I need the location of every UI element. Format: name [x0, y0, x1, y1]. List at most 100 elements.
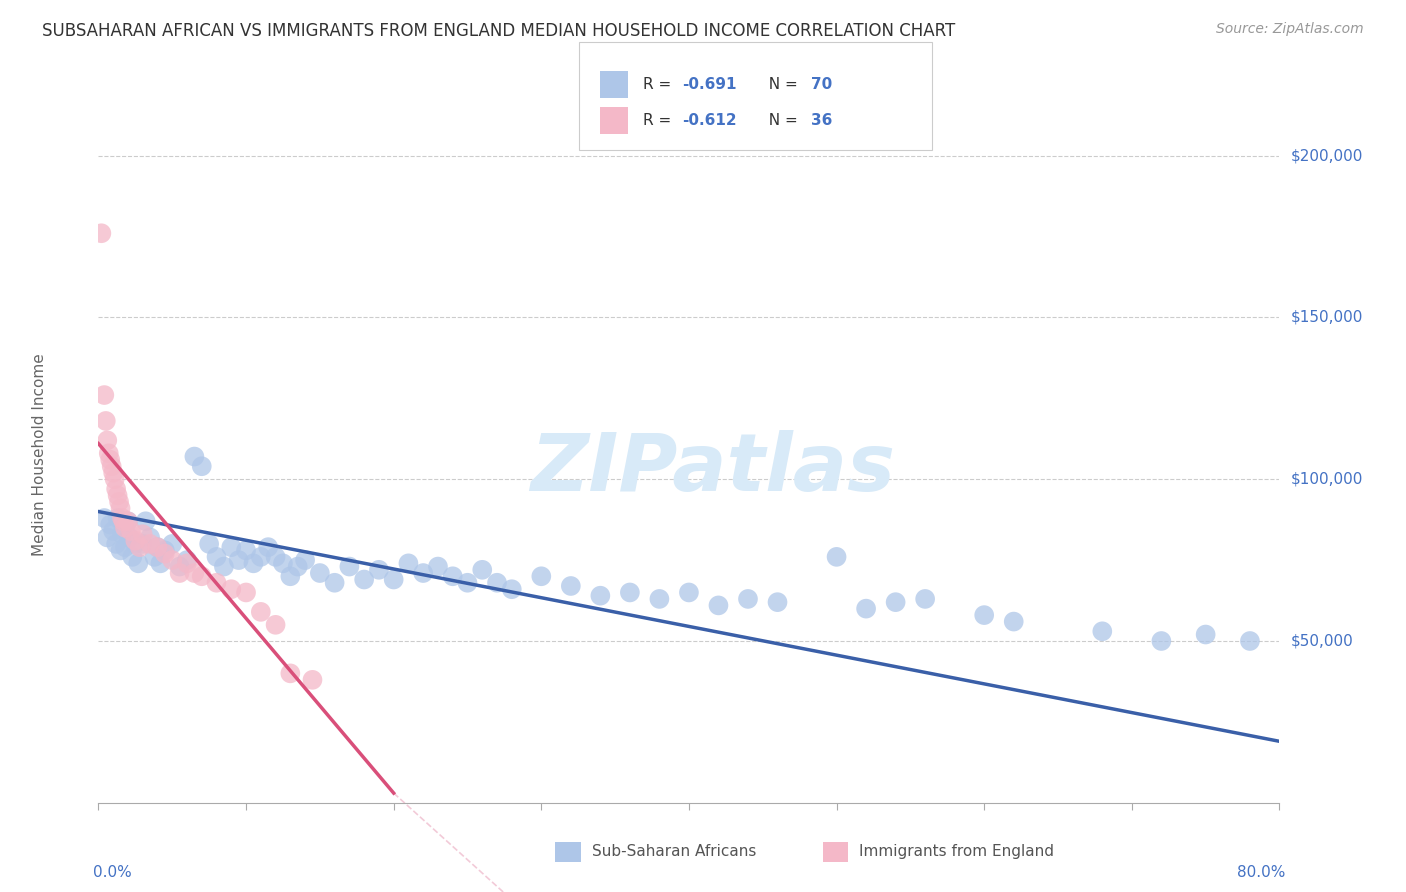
Point: [107, 511, 129, 525]
Point: [96, 531, 118, 545]
Point: [427, 559, 450, 574]
Point: [127, 557, 149, 571]
Point: [143, 549, 166, 564]
Point: [183, 566, 205, 580]
Point: [124, 537, 146, 551]
Point: [139, 531, 162, 545]
Text: $100,000: $100,000: [1291, 472, 1362, 487]
Point: [278, 569, 302, 583]
Point: [104, 472, 127, 486]
Point: [589, 589, 612, 603]
Point: [205, 575, 228, 590]
Point: [117, 514, 139, 528]
Point: [103, 524, 125, 538]
Point: [169, 566, 191, 580]
Point: [855, 601, 877, 615]
Point: [257, 540, 280, 554]
Point: [110, 543, 132, 558]
Point: [162, 537, 183, 551]
Point: [560, 579, 582, 593]
Point: [287, 559, 309, 574]
Point: [1002, 615, 1025, 629]
Point: [441, 569, 464, 583]
Point: [235, 543, 257, 558]
Point: [198, 537, 221, 551]
Point: [264, 617, 287, 632]
Point: [1091, 624, 1114, 639]
Text: N =: N =: [759, 113, 803, 128]
Point: [471, 563, 494, 577]
Point: [100, 459, 122, 474]
Point: [139, 537, 162, 551]
Point: [242, 557, 264, 571]
Text: $150,000: $150,000: [1291, 310, 1362, 325]
Point: [737, 591, 759, 606]
Point: [396, 557, 419, 571]
Point: [153, 547, 176, 561]
Text: Sub-Saharan Africans: Sub-Saharan Africans: [592, 845, 756, 859]
Text: R =: R =: [643, 78, 676, 92]
Point: [250, 605, 273, 619]
Point: [132, 527, 155, 541]
Point: [112, 514, 135, 528]
Point: [128, 540, 150, 554]
Point: [176, 557, 198, 571]
Point: [212, 559, 235, 574]
Point: [183, 450, 205, 464]
Point: [162, 553, 183, 567]
Point: [301, 673, 323, 687]
Point: [250, 549, 273, 564]
Point: [337, 559, 360, 574]
Point: [501, 582, 523, 597]
Text: ZIPatlas: ZIPatlas: [530, 430, 896, 508]
Point: [111, 527, 134, 541]
Point: [456, 575, 478, 590]
Text: R =: R =: [643, 113, 676, 128]
Text: 36: 36: [811, 113, 832, 128]
Point: [766, 595, 789, 609]
Point: [368, 563, 391, 577]
Point: [382, 573, 405, 587]
Point: [93, 388, 115, 402]
Point: [412, 566, 434, 580]
Text: 0.0%: 0.0%: [93, 865, 131, 880]
Point: [914, 591, 936, 606]
Point: [648, 591, 671, 606]
Point: [973, 608, 995, 623]
Point: [90, 226, 112, 240]
Point: [235, 585, 257, 599]
Point: [105, 482, 128, 496]
Point: [120, 524, 142, 538]
Point: [278, 666, 302, 681]
Point: [353, 573, 375, 587]
Point: [103, 466, 125, 480]
Text: Median Household Income: Median Household Income: [32, 353, 46, 557]
Text: $50,000: $50,000: [1291, 633, 1354, 648]
Text: SUBSAHARAN AFRICAN VS IMMIGRANTS FROM ENGLAND MEDIAN HOUSEHOLD INCOME CORRELATIO: SUBSAHARAN AFRICAN VS IMMIGRANTS FROM EN…: [42, 22, 956, 40]
Point: [96, 434, 118, 448]
Point: [149, 557, 172, 571]
Text: -0.691: -0.691: [682, 78, 737, 92]
Text: N =: N =: [759, 78, 803, 92]
Point: [146, 540, 169, 554]
Point: [530, 569, 553, 583]
Text: Immigrants from England: Immigrants from England: [859, 845, 1054, 859]
Point: [108, 495, 131, 509]
Point: [219, 540, 243, 554]
Point: [124, 533, 146, 548]
Point: [111, 511, 134, 525]
Point: [132, 537, 155, 551]
Point: [176, 553, 198, 567]
Point: [98, 452, 121, 467]
Point: [205, 549, 228, 564]
Point: [309, 566, 332, 580]
Text: $200,000: $200,000: [1291, 148, 1362, 163]
Point: [93, 511, 115, 525]
Point: [1195, 627, 1218, 641]
Point: [169, 559, 191, 574]
Point: [323, 575, 346, 590]
Point: [678, 585, 700, 599]
Point: [114, 540, 136, 554]
Point: [825, 549, 848, 564]
Point: [121, 549, 143, 564]
